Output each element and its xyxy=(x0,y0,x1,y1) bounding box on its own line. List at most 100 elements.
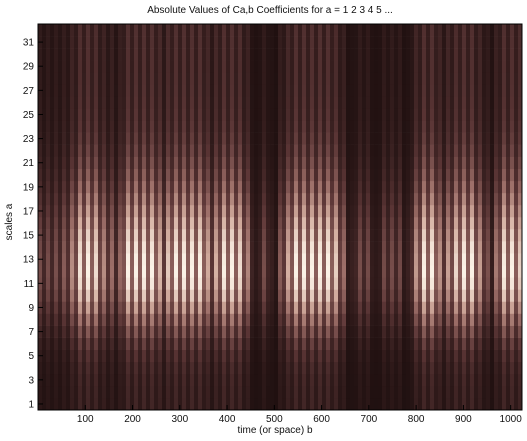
heatmap-cell xyxy=(86,229,91,242)
heatmap-cell xyxy=(506,168,511,182)
heatmap-cell xyxy=(486,72,491,85)
heatmap-cell xyxy=(134,349,139,363)
heatmap-cell xyxy=(106,108,111,121)
heatmap-cell xyxy=(294,48,299,61)
heatmap-cell xyxy=(518,337,523,350)
heatmap-cell xyxy=(146,144,151,157)
heatmap-cell xyxy=(270,84,275,97)
heatmap-cell xyxy=(182,397,187,411)
heatmap-cell xyxy=(278,241,283,254)
heatmap-cell xyxy=(310,289,315,302)
heatmap-cell xyxy=(498,60,503,73)
heatmap-cell xyxy=(106,277,111,290)
heatmap-cell xyxy=(510,241,515,254)
heatmap-cell xyxy=(142,229,147,242)
heatmap-cell xyxy=(242,132,247,145)
heatmap-cell xyxy=(290,325,295,338)
heatmap-cell xyxy=(150,156,155,170)
heatmap-cell xyxy=(426,84,431,97)
heatmap-cell xyxy=(362,36,367,49)
heatmap-cell xyxy=(310,229,315,242)
heatmap-cell xyxy=(290,96,295,109)
heatmap-cell xyxy=(162,337,167,350)
heatmap-cell xyxy=(430,277,435,290)
heatmap-cell xyxy=(486,337,491,350)
heatmap-cell xyxy=(474,132,479,145)
heatmap-cell xyxy=(58,168,63,182)
heatmap-cell xyxy=(154,301,159,314)
heatmap-cell xyxy=(142,325,147,338)
heatmap-cell xyxy=(170,229,175,242)
heatmap-cell xyxy=(126,60,131,73)
heatmap-cell xyxy=(390,204,395,218)
heatmap-cell xyxy=(166,168,171,182)
heatmap-cell xyxy=(274,168,279,182)
heatmap-cell xyxy=(286,120,291,133)
heatmap-cell xyxy=(90,253,95,266)
heatmap-cell xyxy=(106,96,111,109)
heatmap-cell xyxy=(90,48,95,61)
heatmap-cell xyxy=(454,24,459,37)
heatmap-cell xyxy=(246,132,251,145)
heatmap-cell xyxy=(506,144,511,157)
heatmap-cell xyxy=(406,192,411,206)
heatmap-cell xyxy=(482,144,487,157)
heatmap-cell xyxy=(158,192,163,206)
heatmap-cell xyxy=(190,108,195,121)
heatmap-cell xyxy=(286,132,291,145)
heatmap-cell xyxy=(58,325,63,338)
heatmap-cell xyxy=(238,229,243,242)
heatmap-cell xyxy=(458,144,463,157)
heatmap-cell xyxy=(498,241,503,254)
heatmap-cell xyxy=(346,361,351,375)
heatmap-cell xyxy=(450,325,455,338)
heatmap-cell xyxy=(350,289,355,302)
heatmap-cell xyxy=(390,265,395,278)
heatmap-cell xyxy=(346,48,351,61)
heatmap-cell xyxy=(242,96,247,109)
heatmap-cell xyxy=(462,156,467,170)
heatmap-cell xyxy=(190,72,195,85)
heatmap-cell xyxy=(502,289,507,302)
heatmap-cell xyxy=(318,361,323,375)
heatmap-cell xyxy=(310,84,315,97)
heatmap-cell xyxy=(306,229,311,242)
heatmap-cell xyxy=(262,108,267,121)
heatmap-cell xyxy=(294,204,299,218)
heatmap-cell xyxy=(474,277,479,290)
heatmap-cell xyxy=(498,72,503,85)
heatmap-cell xyxy=(250,241,255,254)
heatmap-cell xyxy=(338,156,343,170)
heatmap-cell xyxy=(106,204,111,218)
heatmap-cell xyxy=(98,204,103,218)
heatmap-cell xyxy=(302,313,307,326)
heatmap-cell xyxy=(318,24,323,37)
heatmap-cell xyxy=(354,180,359,194)
heatmap-cell xyxy=(246,217,251,230)
heatmap-cell xyxy=(82,277,87,290)
heatmap-cell xyxy=(142,385,147,399)
heatmap-cell xyxy=(422,72,427,85)
heatmap-cell xyxy=(506,337,511,350)
heatmap-cell xyxy=(138,349,143,363)
heatmap-cell xyxy=(314,241,319,254)
heatmap-cell xyxy=(506,72,511,85)
heatmap-cell xyxy=(354,168,359,182)
heatmap-cell xyxy=(422,36,427,49)
heatmap-cell xyxy=(426,253,431,266)
heatmap-cell xyxy=(178,48,183,61)
heatmap-cell xyxy=(178,313,183,326)
heatmap-cell xyxy=(134,385,139,399)
heatmap-cell xyxy=(82,265,87,278)
heatmap-cell xyxy=(218,192,223,206)
heatmap-cell xyxy=(370,144,375,157)
heatmap-cell xyxy=(134,373,139,387)
heatmap-cell xyxy=(422,241,427,254)
heatmap-cell xyxy=(334,337,339,350)
heatmap-cell xyxy=(466,241,471,254)
heatmap-cell xyxy=(250,385,255,399)
heatmap-cell xyxy=(282,120,287,133)
heatmap-cell xyxy=(206,373,211,387)
heatmap-cell xyxy=(226,289,231,302)
